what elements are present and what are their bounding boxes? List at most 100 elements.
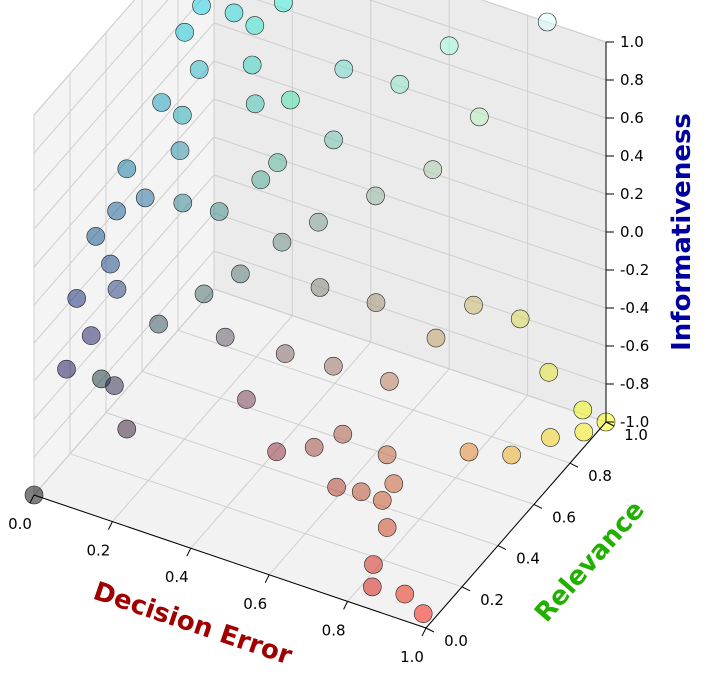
z-grid-line	[33, 0, 607, 192]
x-tick	[107, 521, 113, 530]
scatter-point	[149, 314, 168, 334]
scatter-point	[333, 424, 353, 444]
scatter-point	[86, 227, 106, 246]
x-tick-label: 0.2	[86, 542, 110, 560]
scatter-point	[107, 201, 126, 221]
scatter-point	[135, 188, 155, 208]
y-tick-label: 0.2	[480, 591, 504, 609]
z-tick-label: -0.8	[620, 375, 649, 393]
scatter-point	[152, 93, 171, 112]
scatter-point	[274, 0, 293, 13]
scatter-point	[459, 442, 479, 462]
z-grid-line	[33, 250, 607, 458]
y-tick-label: 0.4	[516, 550, 540, 568]
scatter-point	[366, 186, 385, 206]
z-grid-line	[33, 60, 607, 268]
scatter-point	[107, 279, 127, 299]
z-tick-label: 0.2	[620, 185, 644, 203]
z-tick-label: -0.6	[620, 337, 649, 355]
scatter-point	[372, 491, 392, 510]
scatter-point	[57, 359, 76, 379]
scatter-point	[309, 212, 328, 232]
scatter-point	[380, 372, 399, 391]
z-tick-label: -0.4	[620, 299, 649, 317]
y-axis-line	[425, 421, 607, 629]
y-axis-title: Relevance	[529, 495, 651, 628]
x-tick-label: 0.0	[8, 515, 32, 533]
scatter-point	[105, 376, 124, 396]
scatter-point	[510, 309, 530, 329]
scatter-point	[539, 362, 559, 382]
scatter-point	[117, 159, 137, 179]
z-tick-label: -0.2	[620, 261, 649, 279]
scatter-point	[351, 482, 371, 502]
y-tick-label: 0.0	[444, 632, 468, 650]
x-tick-label: 0.4	[165, 568, 189, 586]
scatter-point	[281, 90, 300, 110]
x-tick-label: 0.8	[322, 621, 346, 639]
y-tick	[461, 586, 471, 592]
x-tick	[343, 601, 349, 610]
scatter-point	[426, 328, 446, 348]
scatter-point	[334, 59, 354, 79]
scatter-point	[362, 577, 382, 597]
y-tick	[533, 503, 543, 509]
scatter-point	[81, 326, 101, 346]
z-tick-label: -1.0	[620, 413, 649, 431]
y-tick-label: 0.8	[588, 467, 612, 485]
scatter-point	[502, 445, 521, 465]
scatter-point	[170, 141, 190, 160]
scatter-point	[245, 94, 265, 114]
x-tick-label: 0.6	[243, 595, 267, 613]
scatter-point	[267, 442, 286, 462]
scatter-point	[173, 193, 193, 213]
scatter-point	[413, 604, 433, 624]
scatter-point	[439, 36, 459, 56]
scatter-point	[224, 3, 244, 23]
scatter-point	[366, 293, 386, 313]
axes-layer	[29, 41, 615, 637]
scatter-point	[304, 437, 324, 457]
scatter-point	[189, 60, 209, 79]
scatter-point	[67, 289, 86, 308]
scatter-point	[194, 284, 214, 304]
x-axis-line	[33, 494, 427, 629]
scatter-point	[268, 153, 287, 172]
scatter-point	[384, 474, 404, 494]
scatter-point	[251, 170, 271, 190]
scatter-point	[395, 584, 415, 604]
z-grid-line	[33, 0, 607, 154]
z-axis-title: Informativeness	[667, 113, 697, 351]
scatter-point	[377, 518, 397, 537]
scatter-point	[209, 202, 229, 221]
scatter-point	[390, 75, 410, 94]
z-tick-label: 0.0	[620, 223, 644, 241]
x-tick	[421, 627, 427, 637]
scatter-point	[470, 107, 489, 127]
y-tick	[497, 545, 507, 551]
scatter-point	[242, 55, 262, 75]
x-tick	[186, 547, 192, 557]
scatter-point	[464, 295, 483, 315]
scatter-point	[574, 422, 594, 442]
scatter-point	[175, 22, 194, 42]
y-tick	[605, 421, 615, 427]
scatter-point	[237, 390, 256, 409]
scatter-point	[215, 327, 235, 347]
scatter-point	[324, 130, 343, 150]
scatter-point	[377, 445, 397, 465]
scatter-point	[327, 477, 346, 497]
scatter-point	[537, 12, 557, 32]
x-tick	[264, 574, 270, 584]
z-tick-label: 0.8	[620, 71, 644, 89]
scatter-point	[573, 400, 593, 420]
scatter-point	[324, 356, 343, 376]
x-tick	[29, 494, 35, 504]
scatter-point	[173, 105, 192, 125]
scatter-point	[541, 428, 560, 447]
scatter-point	[275, 344, 295, 364]
z-grid-line	[33, 174, 607, 382]
z-grid-line	[33, 136, 607, 344]
scatter-point	[101, 254, 120, 274]
